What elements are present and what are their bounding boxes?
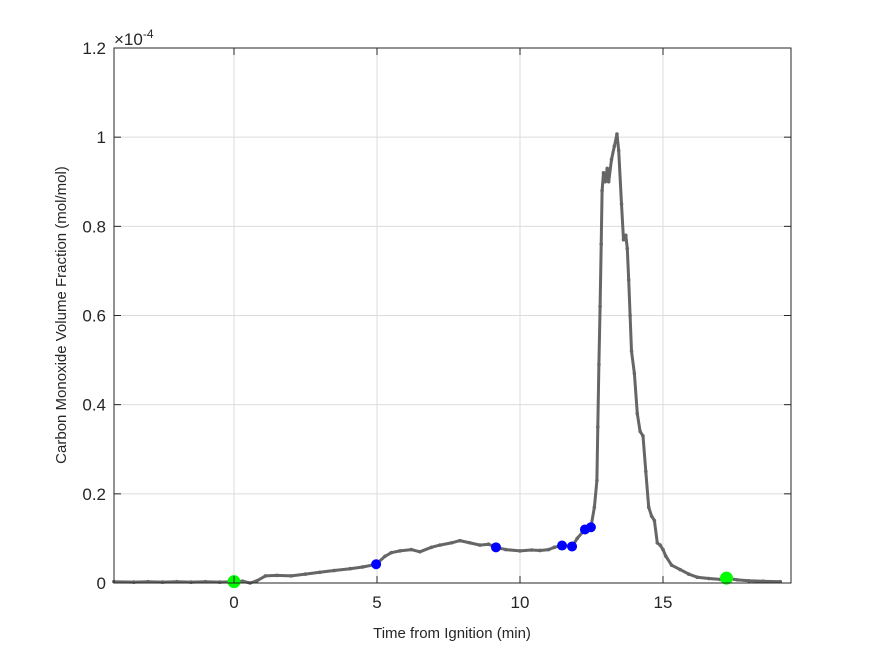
data-point	[612, 144, 617, 148]
data-point	[518, 549, 522, 553]
data-point	[597, 362, 601, 367]
x-axis-label: Time from Ignition (min)	[373, 625, 531, 642]
data-point	[438, 543, 442, 547]
y-tick-label: 0.8	[82, 217, 106, 236]
y-axis-ticks: 0 0.2 0.4 0.6 0.8 1 1.2	[82, 39, 791, 593]
x-tick-label: 10	[511, 593, 530, 612]
y-axis-label: Carbon Monoxide Volume Fraction (mol/mol…	[53, 166, 70, 464]
data-point	[429, 545, 434, 550]
data-point	[275, 573, 279, 578]
data-point	[669, 563, 674, 567]
data-point	[605, 166, 610, 171]
data-point	[255, 578, 259, 583]
data-point	[383, 554, 387, 559]
data-point	[360, 565, 365, 569]
data-point	[575, 536, 579, 541]
y-tick-label: 0.2	[82, 485, 106, 504]
x-tick-label: 0	[229, 593, 238, 612]
blue-marker	[371, 559, 382, 570]
data-point	[658, 543, 662, 547]
y-tick-label: 1.2	[82, 39, 106, 58]
blue-marker	[490, 542, 501, 553]
data-point	[747, 578, 751, 583]
x-tick-label: 5	[372, 593, 381, 612]
data-point	[761, 579, 765, 584]
data-point	[389, 550, 394, 555]
y-exponent-label: ×10-4	[114, 27, 154, 49]
data-point	[661, 547, 665, 552]
blue-marker	[567, 541, 578, 552]
data-point	[649, 514, 654, 518]
data-point	[478, 543, 482, 547]
data-point	[624, 233, 628, 238]
y-tick-label: 1	[97, 128, 106, 147]
data-point	[598, 304, 602, 309]
data-point	[599, 242, 604, 246]
data-point	[629, 349, 634, 353]
data-point	[418, 549, 422, 554]
data-point	[616, 148, 621, 153]
data-point	[603, 179, 608, 184]
data-point	[606, 179, 611, 184]
svg-text:×10-4: ×10-4	[114, 27, 154, 49]
data-point	[641, 434, 645, 438]
data-point	[595, 478, 599, 483]
data-point	[686, 572, 691, 576]
data-point	[635, 411, 640, 416]
data-point	[655, 541, 660, 545]
blue-marker	[557, 540, 568, 551]
data-point	[619, 202, 624, 206]
x-axis-ticks: 0 5 10 15	[229, 48, 672, 612]
data-point	[546, 547, 551, 552]
data-point	[303, 572, 308, 576]
data-point	[621, 237, 626, 242]
x-tick-label: 15	[654, 593, 673, 612]
data-point	[332, 568, 336, 573]
data-point	[644, 469, 648, 474]
data-point	[615, 132, 619, 136]
data-point	[318, 570, 322, 575]
green-marker	[719, 571, 733, 585]
data-point	[538, 548, 542, 553]
data-point	[626, 278, 631, 282]
data-point	[486, 542, 491, 547]
data-point	[664, 554, 668, 559]
y-tick-label: 0.4	[82, 396, 106, 415]
co-fraction-line	[113, 132, 781, 585]
data-point	[409, 547, 414, 552]
data-point	[263, 574, 268, 578]
data-point	[678, 567, 682, 572]
data-point	[529, 548, 534, 552]
y-tick-label: 0	[97, 574, 106, 593]
blue-marker	[585, 522, 596, 533]
data-point	[503, 547, 508, 552]
data-point	[468, 541, 472, 545]
data-point	[625, 246, 630, 251]
data-point	[646, 505, 651, 510]
data-point	[458, 538, 462, 543]
data-point	[449, 541, 454, 545]
data-point	[600, 188, 604, 193]
data-point	[601, 171, 606, 175]
data-point	[632, 371, 637, 376]
data-point	[628, 313, 632, 318]
data-point	[552, 545, 557, 550]
exponent-power: -4	[143, 27, 154, 41]
data-point	[695, 575, 700, 580]
data-point	[735, 578, 740, 582]
data-point	[609, 157, 614, 162]
y-tick-label: 0.6	[82, 307, 106, 326]
data-point	[652, 518, 657, 523]
data-point	[348, 566, 352, 571]
data-point	[592, 505, 597, 510]
data-point	[289, 574, 294, 578]
data-point	[240, 579, 245, 584]
data-point	[706, 576, 711, 581]
exponent-base: ×10	[114, 30, 143, 49]
data-point	[398, 549, 402, 553]
data-point	[638, 429, 642, 434]
data-point	[595, 425, 600, 429]
